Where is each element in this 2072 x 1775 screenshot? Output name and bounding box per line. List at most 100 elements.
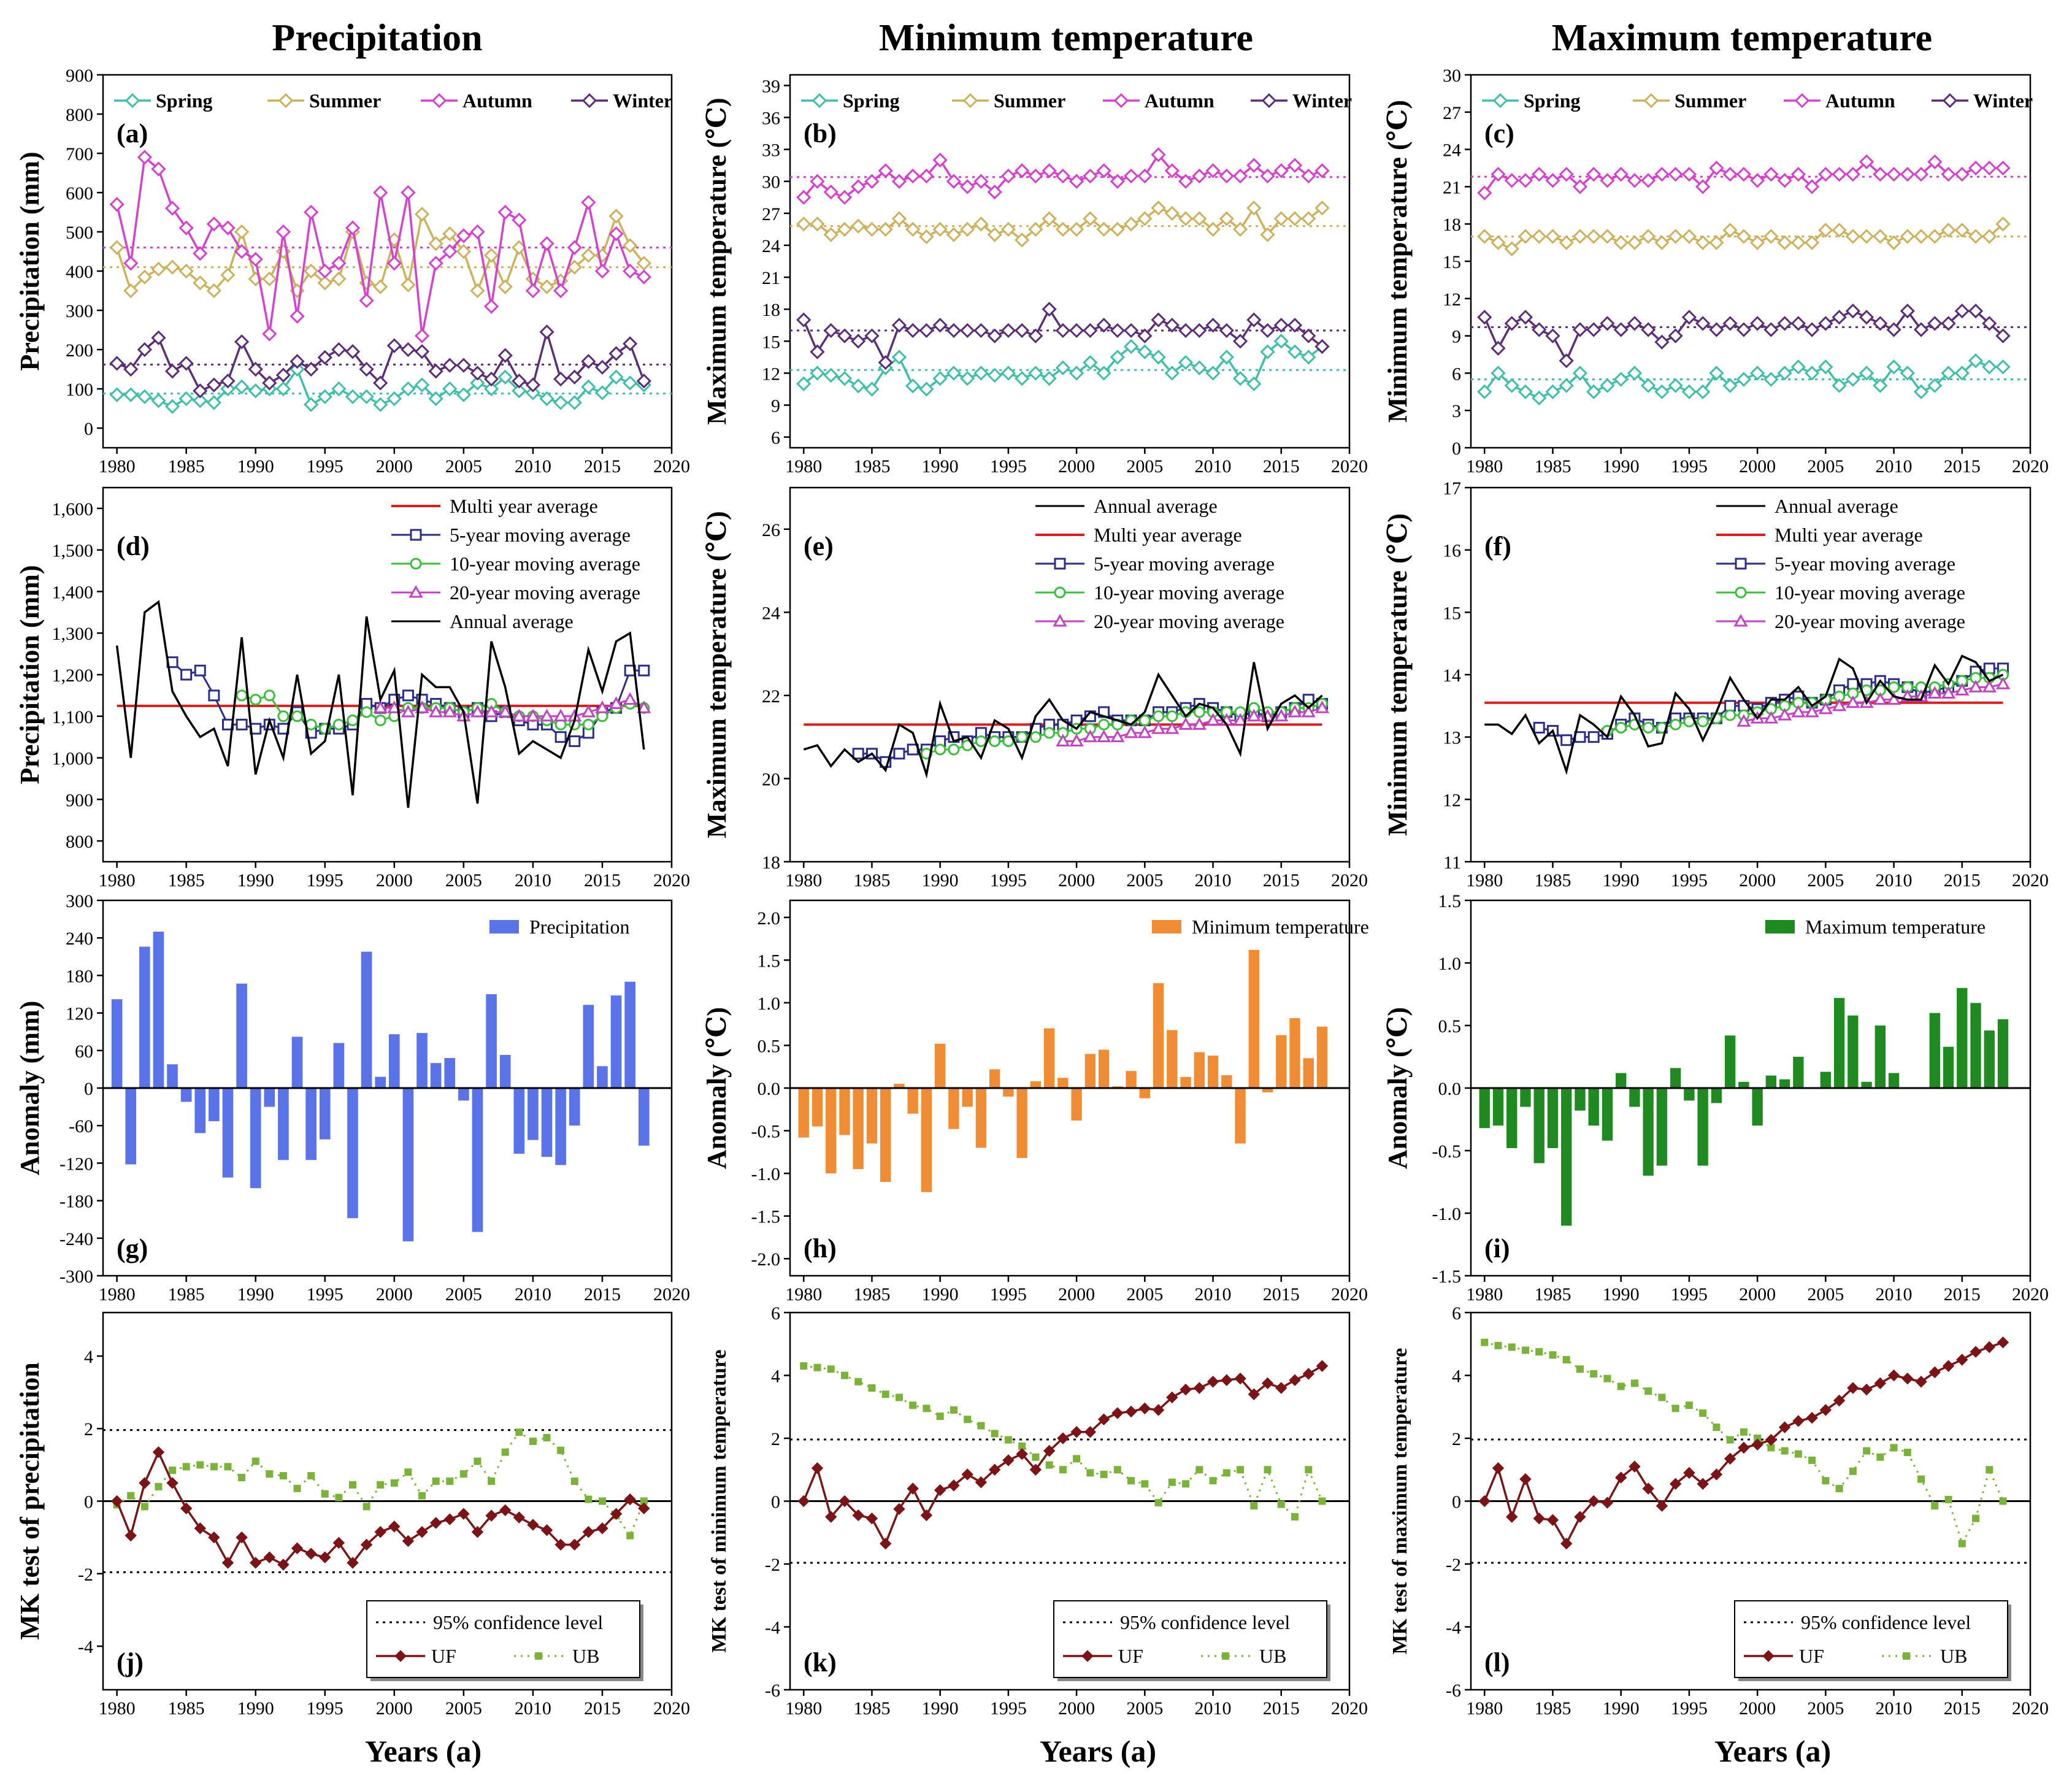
panel-label: (b) [804, 118, 837, 148]
ub-point [1222, 1469, 1230, 1477]
anomaly-bar [975, 1088, 987, 1148]
data-point [864, 221, 880, 237]
data-point [960, 370, 975, 386]
anomaly-bar [209, 1088, 220, 1122]
data-point [526, 708, 540, 722]
y-tick-label: 6 [1452, 364, 1461, 384]
uf-point [797, 1495, 810, 1508]
data-point [1178, 211, 1194, 226]
data-point [891, 174, 907, 189]
data-point [248, 251, 263, 267]
anomaly-bar [1016, 1088, 1027, 1159]
ub-point [1250, 1502, 1258, 1510]
legend-marker [1053, 613, 1067, 627]
x-tick-label: 2020 [2012, 456, 2049, 477]
anomaly-bar [375, 1076, 386, 1088]
anomaly-bar [180, 1088, 192, 1102]
legend-label: Maximum temperature [1805, 916, 1986, 938]
uf-point [1002, 1454, 1015, 1466]
y-tick-label: 12 [1443, 790, 1461, 810]
anomaly-bar [486, 994, 497, 1088]
uf-point [1125, 1405, 1137, 1418]
uf-point [1152, 1404, 1165, 1416]
data-point [1164, 163, 1180, 178]
data-point [1832, 378, 1847, 393]
data-point [539, 324, 554, 340]
y-tick-label: 0.5 [758, 1036, 781, 1056]
y-tick-label: -120 [59, 1154, 93, 1174]
data-point [1873, 167, 1888, 182]
data-point [1219, 211, 1234, 226]
data-point [891, 318, 907, 333]
data-point [317, 350, 332, 365]
data-point [1232, 370, 1248, 386]
uf-point [920, 1509, 933, 1522]
data-point [1477, 229, 1492, 244]
ub-point [1045, 1461, 1053, 1469]
ub-point [1277, 1500, 1285, 1508]
data-point [1043, 727, 1056, 739]
data-point [946, 227, 962, 242]
data-point [1681, 384, 1697, 399]
ub-point [169, 1466, 177, 1474]
data-point [193, 383, 208, 399]
data-point [1532, 167, 1547, 182]
legend-label-summer: Summer [994, 90, 1065, 112]
data-point [1233, 713, 1248, 726]
ub-point [1958, 1539, 1966, 1547]
data-point [837, 328, 853, 343]
uf-point [458, 1508, 470, 1520]
uf-point [1316, 1360, 1329, 1372]
data-point [539, 391, 554, 407]
x-tick-label: 2020 [653, 870, 690, 891]
legend-label: Minimum temperature [1192, 916, 1369, 938]
legend-label: 95% confidence level [1801, 1611, 1971, 1633]
data-point [414, 344, 430, 359]
data-point [1205, 713, 1221, 726]
anomaly-bar [1684, 1088, 1695, 1101]
ub-point [210, 1463, 218, 1471]
data-point [1968, 303, 1984, 319]
anomaly-bar [948, 1088, 959, 1129]
data-point [1193, 706, 1205, 718]
data-point [1832, 223, 1847, 238]
ub-point [1141, 1480, 1149, 1488]
y-axis-label: MK test of maximum temperature [1389, 1348, 1411, 1655]
data-point [304, 263, 319, 279]
data-point [401, 704, 415, 718]
data-point [1845, 372, 1860, 387]
data-point [878, 221, 893, 237]
data-point [864, 174, 880, 189]
anomaly-bar [866, 1088, 878, 1144]
data-point [1724, 709, 1736, 721]
ub-point [1986, 1466, 1993, 1474]
data-point [1641, 173, 1656, 188]
anomaly-bar [1929, 1013, 1940, 1088]
x-tick-label: 1990 [922, 870, 959, 891]
data-point [1151, 147, 1166, 163]
data-point [373, 279, 388, 294]
y-tick-label: 21 [762, 268, 780, 288]
uf-point [1847, 1382, 1859, 1394]
data-point [987, 328, 1002, 343]
y-tick-label: -4 [78, 1637, 93, 1657]
data-point [1613, 322, 1629, 337]
data-point [525, 377, 541, 393]
data-point [1151, 350, 1166, 365]
data-point [359, 389, 374, 404]
uf-point [1710, 1468, 1723, 1481]
data-point [1274, 708, 1289, 722]
data-point [386, 338, 402, 353]
data-point [1668, 229, 1683, 244]
uf-point [1275, 1382, 1287, 1394]
panel-label: (h) [804, 1233, 837, 1263]
data-point [1873, 378, 1888, 393]
data-point [1913, 322, 1929, 337]
data-point [905, 378, 921, 394]
anomaly-bar [402, 1088, 414, 1241]
annual-average-line [1484, 654, 2004, 775]
uf-point [1765, 1433, 1778, 1446]
anomaly-bar [569, 1088, 580, 1126]
x-tick-label: 2005 [445, 456, 482, 477]
data-point [1572, 179, 1588, 194]
